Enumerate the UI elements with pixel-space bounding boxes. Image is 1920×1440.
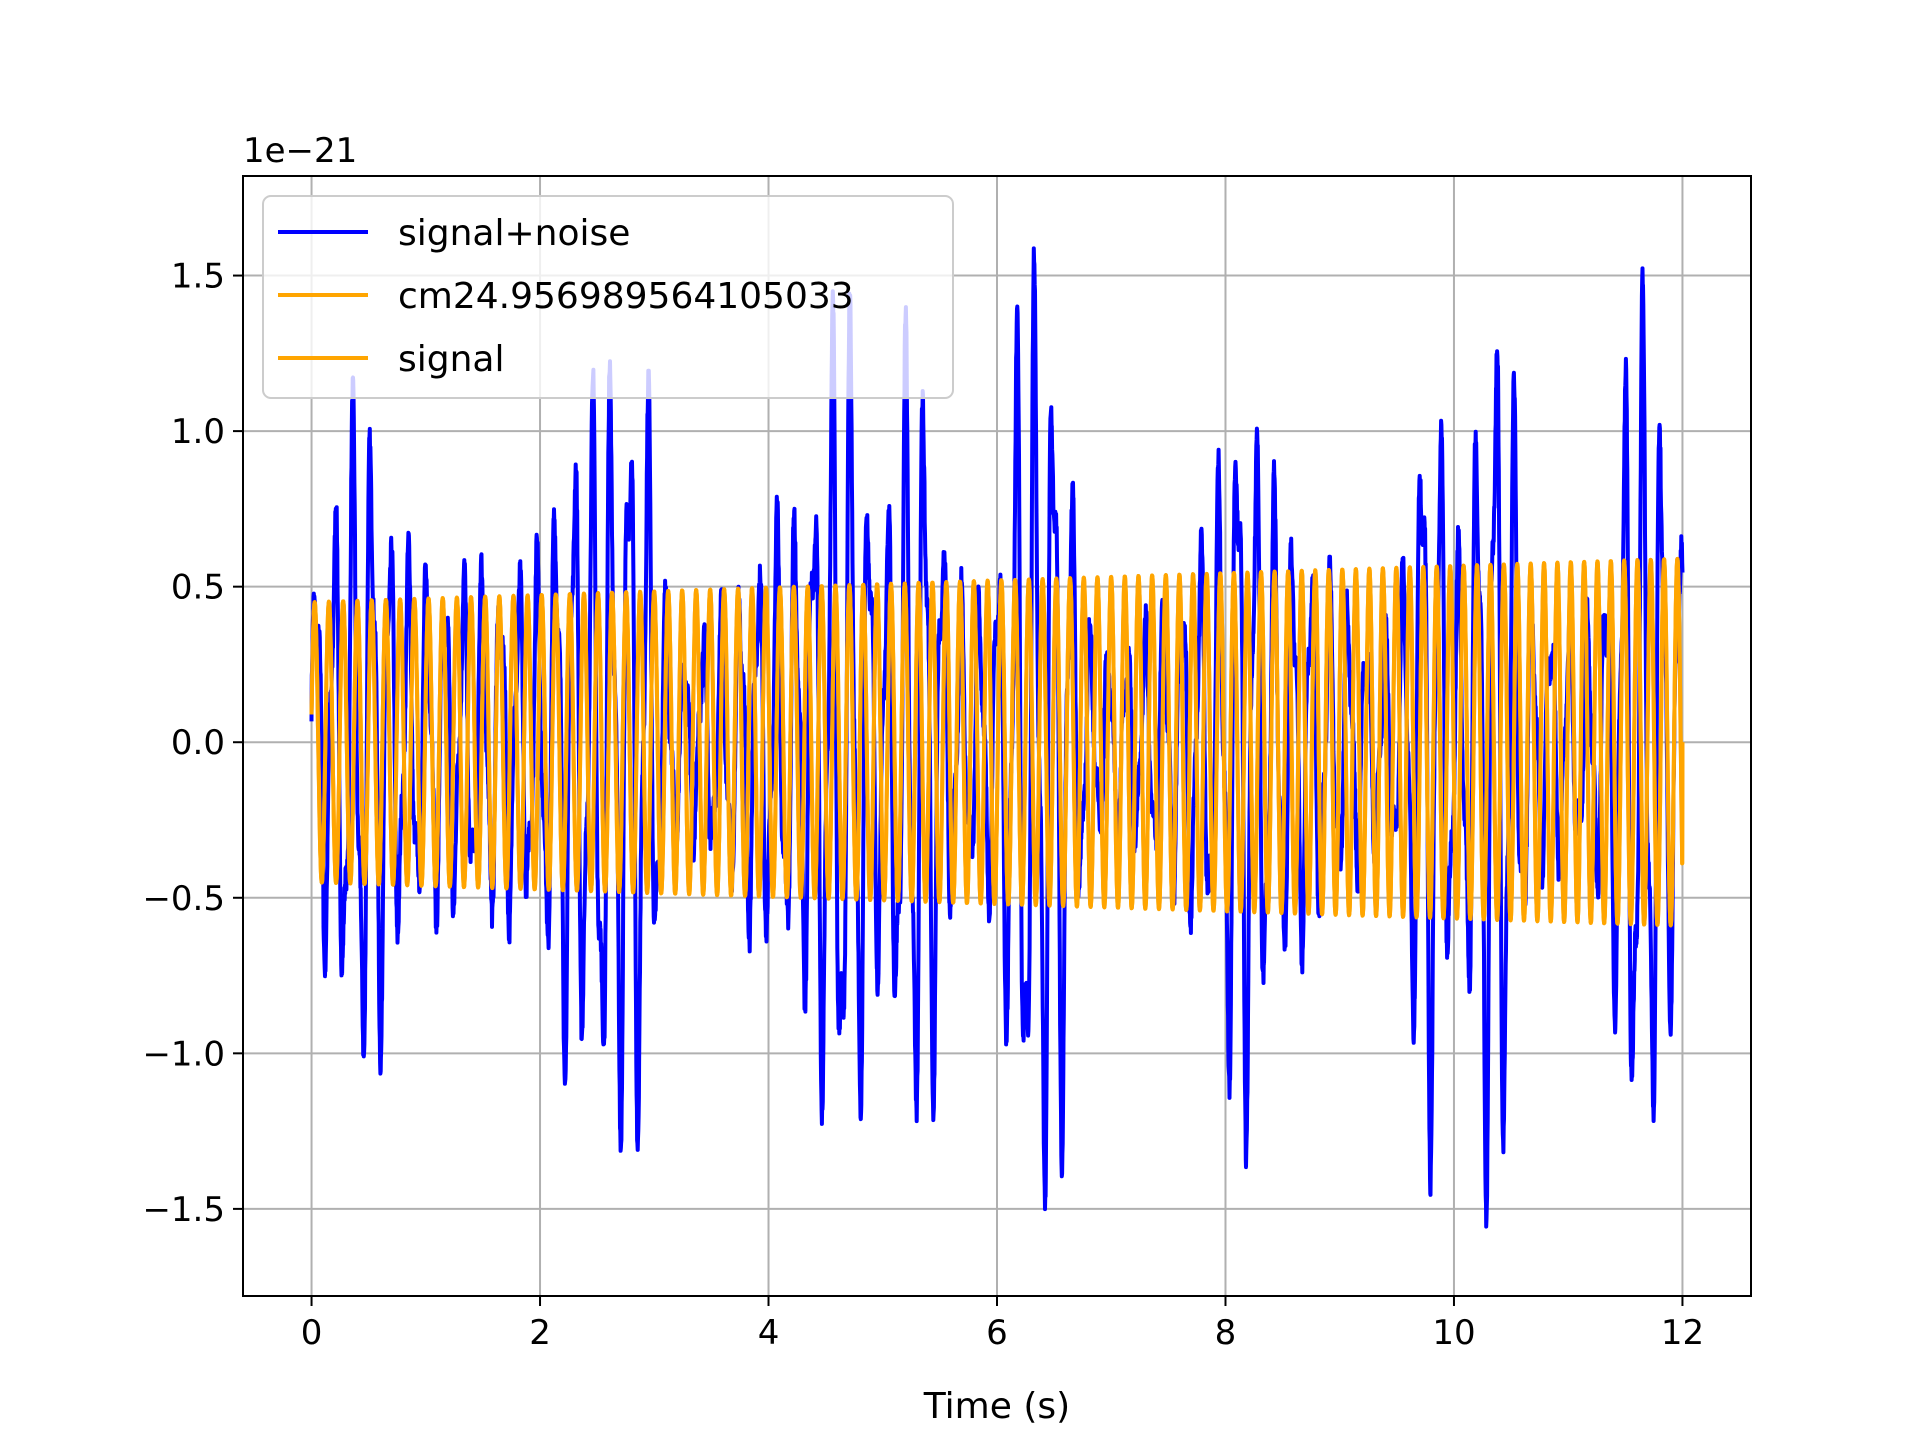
y-tick-label: −0.5 — [142, 879, 225, 919]
y-tick-label: 1.0 — [171, 412, 225, 452]
y-tick-label: −1.0 — [142, 1034, 225, 1074]
ticks: 0 2 4 6 8 10 12 −1.5 −1.0 −0.5 0.0 0.5 1.0 1.5 — [142, 257, 1704, 1353]
series-layer — [309, 246, 1685, 1229]
offset-text: 1e−21 — [243, 131, 357, 171]
x-tick-label: 6 — [986, 1313, 1008, 1353]
y-tick-label: 0.0 — [171, 723, 225, 763]
x-tick-label: 4 — [758, 1313, 780, 1353]
legend-entry-label: cm24.956989564105033 — [398, 276, 854, 317]
legend-entry-label: signal — [398, 339, 505, 380]
legend: signal+noise cm24.956989564105033 signal — [262, 195, 954, 399]
y-tick-label: 0.5 — [171, 568, 225, 608]
y-tick-label: 1.5 — [171, 257, 225, 297]
x-tick-label: 0 — [301, 1313, 323, 1353]
x-axis-label: Time (s) — [923, 1386, 1070, 1427]
series-signal-line — [309, 556, 1685, 928]
x-tick-label: 2 — [529, 1313, 551, 1353]
x-tick-label: 12 — [1661, 1313, 1704, 1353]
legend-box — [262, 195, 954, 399]
legend-entry-label: signal+noise — [398, 213, 630, 254]
y-tick-label: −1.5 — [142, 1190, 225, 1230]
x-tick-label: 10 — [1432, 1313, 1475, 1353]
x-tick-label: 8 — [1215, 1313, 1237, 1353]
